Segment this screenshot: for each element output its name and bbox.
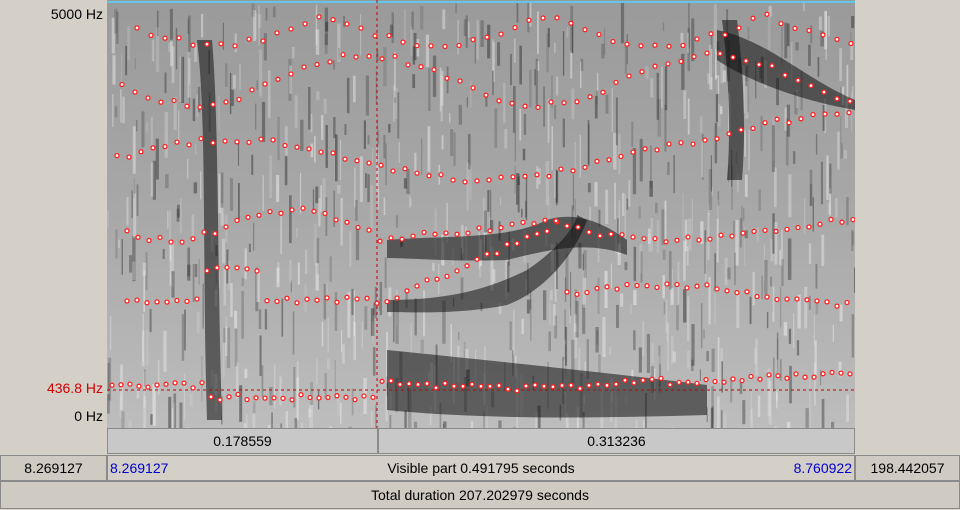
frequency-cursor-label: 436.8 Hz [46, 380, 103, 396]
segment-right-duration[interactable]: 0.313236 [378, 428, 855, 454]
frequency-min-label: 0 Hz [74, 408, 103, 424]
right-margin-panel [855, 0, 960, 428]
total-duration-bar[interactable]: Total duration 207.202979 seconds [0, 481, 960, 509]
visible-start-time: 8.269127 [110, 460, 169, 476]
visible-duration-text: Visible part 0.491795 seconds [387, 460, 575, 476]
frequency-axis-panel [0, 0, 107, 428]
spectrogram-view[interactable] [107, 0, 855, 428]
spectrogram-canvas[interactable] [107, 0, 855, 428]
left-outside-duration[interactable]: 8.269127 [0, 455, 107, 481]
visible-part-cell[interactable]: 8.269127 Visible part 0.491795 seconds 8… [107, 455, 855, 481]
segment-left-duration[interactable]: 0.178559 [107, 428, 378, 454]
right-outside-duration[interactable]: 198.442057 [855, 455, 960, 481]
visible-end-time: 8.760922 [793, 460, 852, 476]
selection-segment-bar: 0.178559 0.313236 [107, 428, 855, 455]
visible-part-bar: 8.269127 8.269127 Visible part 0.491795 … [0, 455, 960, 481]
frequency-max-label: 5000 Hz [50, 6, 103, 22]
